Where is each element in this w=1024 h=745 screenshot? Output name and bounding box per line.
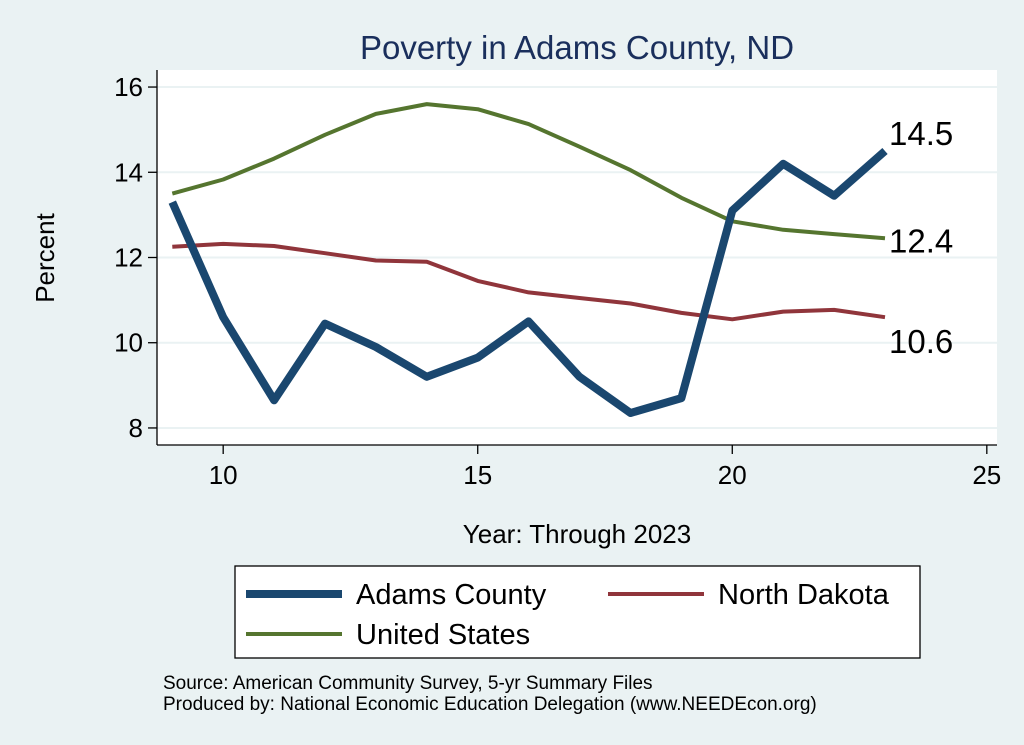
y-axis-title: Percent	[30, 212, 60, 302]
legend-label-united-states: United States	[356, 619, 530, 651]
end-label-adams-county: 14.5	[889, 115, 953, 152]
x-tick-label: 15	[463, 460, 492, 490]
produced-by-note: Produced by: National Economic Education…	[163, 694, 817, 715]
series-line-adams-county	[168, 147, 888, 417]
end-label-north-dakota: 10.6	[889, 323, 953, 360]
x-tick-label: 20	[718, 460, 747, 490]
series-line-united-states	[171, 102, 886, 241]
y-tick-label: 8	[129, 413, 143, 443]
series-lines	[168, 102, 888, 417]
series-end-labels: 14.5 10.6 12.4	[889, 115, 953, 360]
y-axis-ticks: 8 10 12 14 16	[114, 72, 157, 443]
legend: Adams County North Dakota United States	[234, 565, 921, 659]
x-tick-label: 10	[209, 460, 238, 490]
end-label-united-states: 12.4	[889, 222, 953, 259]
chart-title: Poverty in Adams County, ND	[360, 29, 794, 66]
legend-label-north-dakota: North Dakota	[718, 579, 890, 611]
y-tick-label: 16	[114, 72, 143, 102]
series-line-north-dakota	[172, 241, 886, 322]
y-tick-label: 10	[114, 328, 143, 358]
legend-label-adams-county: Adams County	[356, 579, 547, 611]
y-tick-label: 14	[114, 157, 143, 187]
x-tick-label: 25	[972, 460, 1001, 490]
y-tick-label: 12	[114, 243, 143, 273]
legend-box	[234, 565, 921, 659]
source-note: Source: American Community Survey, 5-yr …	[163, 673, 653, 694]
x-axis-title: Year: Through 2023	[463, 519, 691, 549]
x-axis-ticks: 10 15 20 25	[209, 445, 1001, 490]
gridlines	[157, 86, 997, 429]
